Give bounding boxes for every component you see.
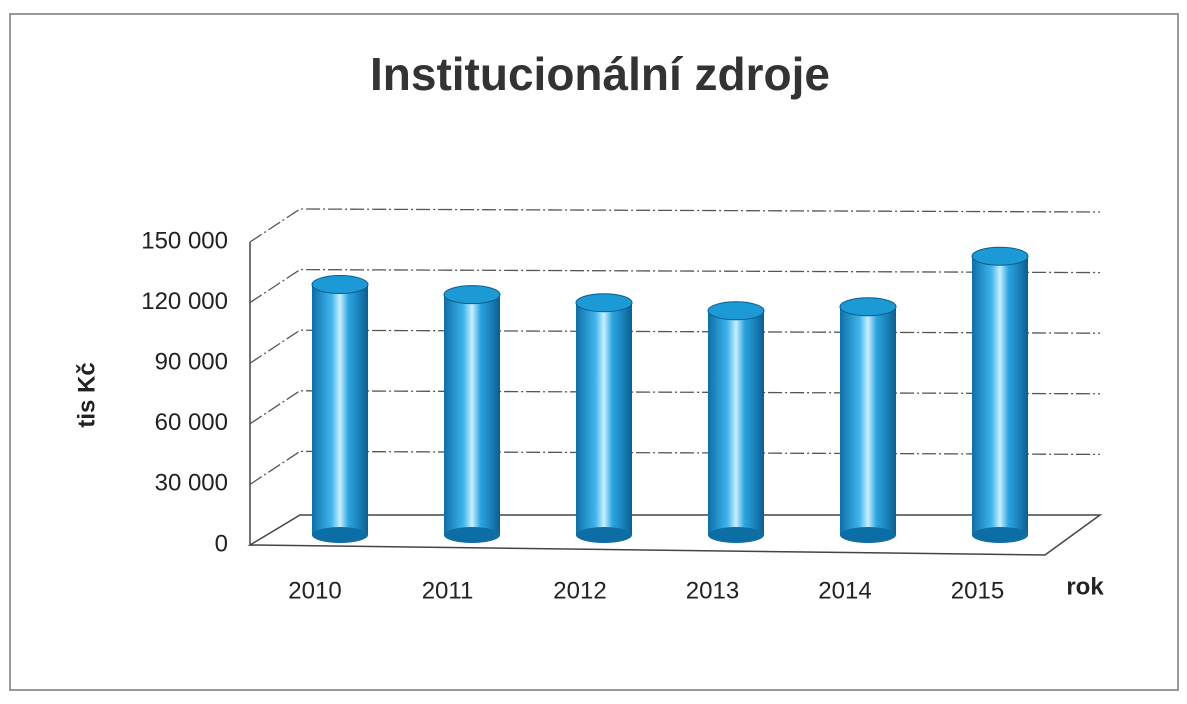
bar [708,310,764,535]
bar-cap [707,301,765,321]
bar-base [444,527,500,543]
bar-base [708,527,764,543]
y-tick-label: 60 000 [155,409,228,436]
y-tick-label: 120 000 [141,288,228,315]
bar-cap [575,293,633,313]
bar [840,306,896,535]
y-tick-label: 150 000 [141,227,228,254]
x-tick-label: 2011 [422,577,474,604]
y-axis-label: tis Kč [73,362,100,427]
y-tick-label: 0 [215,530,228,557]
x-tick-label: 2012 [553,577,606,604]
bar-base [312,527,368,543]
floor [247,514,1103,556]
bar-base [840,527,896,543]
y-tick-label: 30 000 [155,470,228,497]
x-tick-label: 2014 [818,577,871,604]
bar-cap [839,297,897,317]
x-axis-label: rok [1066,573,1104,600]
y-tick-label: 90 000 [155,349,228,376]
bar-cap [311,275,369,295]
chart-title: Institucionální zdroje [370,48,830,100]
x-tick-label: 2013 [686,577,739,604]
bar [312,284,368,535]
x-tick-label: 2015 [951,577,1004,604]
bar [576,302,632,535]
bar-cap [443,285,501,305]
bar-base [576,527,632,543]
bar [444,294,500,535]
x-tick-label: 2010 [288,577,341,604]
bar [972,256,1028,535]
bar-cap [971,246,1029,266]
bar-base [972,527,1028,543]
